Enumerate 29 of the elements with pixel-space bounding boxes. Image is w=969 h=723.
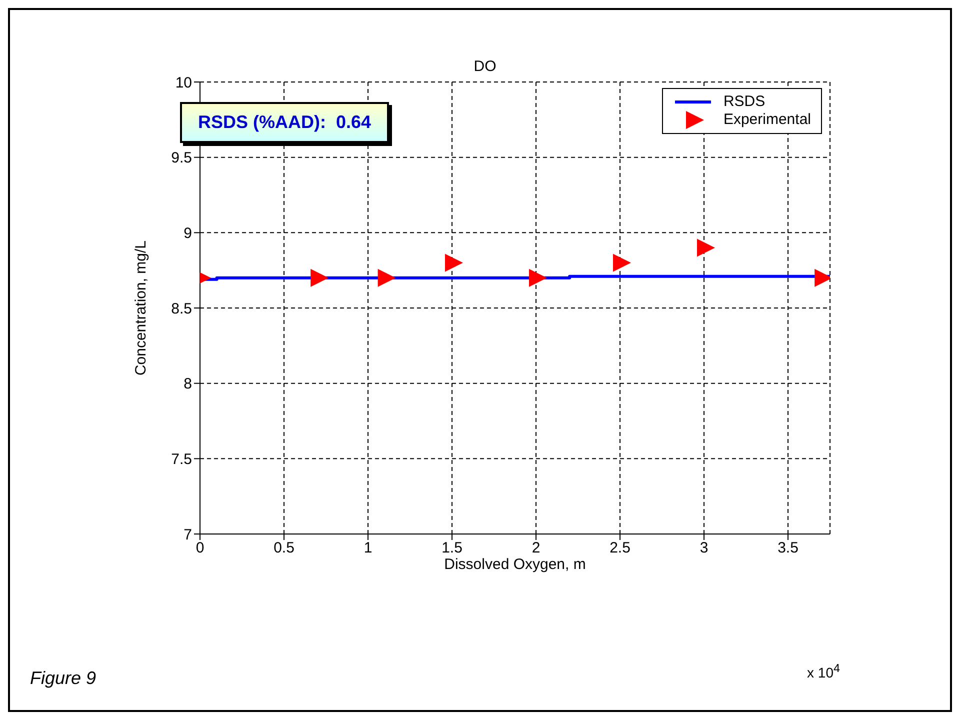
legend-label: RSDS bbox=[723, 93, 766, 111]
caption: Figure 9 bbox=[30, 668, 96, 689]
x-tick-label: 1 bbox=[364, 540, 372, 557]
text: x 10$^{4}$ bbox=[807, 662, 840, 681]
point bbox=[378, 268, 396, 287]
point bbox=[613, 254, 631, 272]
point bbox=[445, 254, 463, 272]
point bbox=[529, 268, 547, 287]
point bbox=[310, 268, 329, 287]
y-tick-label: 8 bbox=[184, 376, 192, 393]
x-tick-label: 1.5 bbox=[442, 540, 462, 557]
y-tick-label: 7 bbox=[184, 526, 192, 544]
x-tick-label: 2 bbox=[532, 540, 540, 557]
legend-label: Experimental bbox=[723, 111, 811, 129]
y-tick-label: 9 bbox=[184, 224, 192, 242]
y-tick-label: 9.5 bbox=[171, 150, 192, 167]
x-tick-label: 3.5 bbox=[778, 540, 798, 557]
x-axis-title: Dissolved Oxygen, m bbox=[444, 556, 586, 573]
x-tick-label: 0.5 bbox=[274, 540, 294, 557]
y-tick-label: 7.5 bbox=[171, 450, 192, 468]
text-box: RSDS (%AAD): 0.64 bbox=[180, 102, 390, 143]
x-tick-label: 0 bbox=[196, 540, 204, 557]
chart-title: DO bbox=[472, 58, 498, 75]
y-axis-title: Concentration, mg/L bbox=[132, 240, 150, 376]
point bbox=[697, 238, 715, 257]
x-tick-label: 2.5 bbox=[610, 540, 630, 557]
x-tick-label: 3 bbox=[700, 540, 708, 557]
y-tick-label: 8.5 bbox=[171, 300, 192, 318]
y-tick-label: 10 bbox=[175, 74, 192, 92]
